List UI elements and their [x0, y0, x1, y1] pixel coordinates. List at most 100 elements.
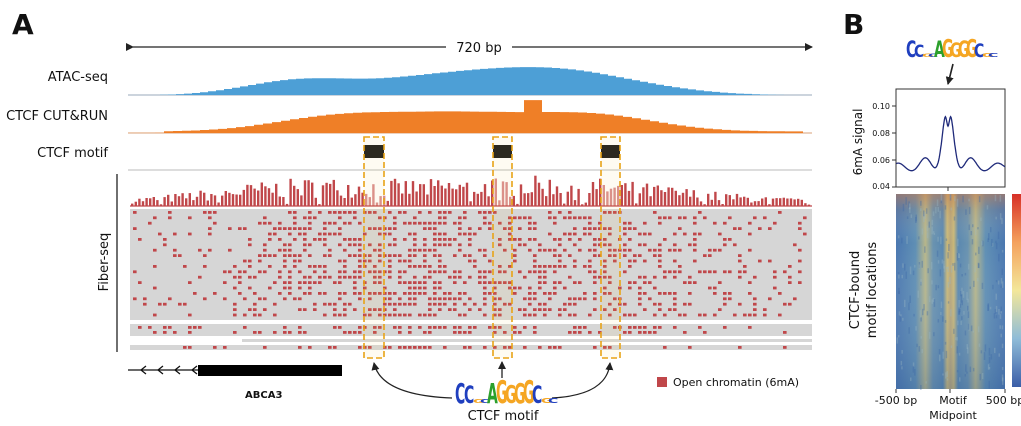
- heatmap-noise: [944, 205, 947, 210]
- fiber-6ma-mark: [568, 216, 572, 220]
- fiber-6ma-mark: [553, 346, 557, 349]
- fiber-6ma-mark: [573, 259, 577, 263]
- fiber-6ma-mark: [463, 281, 467, 284]
- fiber-6ma-mark: [333, 211, 337, 214]
- fiber-6ma-mark: [773, 286, 777, 290]
- heatmap-x-mid2: Midpoint: [929, 409, 977, 422]
- heatmap-noise: [949, 276, 951, 284]
- fiber-6ma-mark: [223, 270, 227, 274]
- fiber-hist-bar: [437, 180, 440, 206]
- fiber-6ma-mark: [213, 211, 217, 214]
- heatmap-noise: [1001, 218, 1003, 225]
- fiber-6ma-mark: [583, 292, 587, 295]
- fiber-6ma-mark: [523, 313, 527, 317]
- fiber-6ma-mark: [678, 265, 682, 268]
- fiber-6ma-mark: [428, 308, 432, 311]
- heatmap-noise: [1000, 306, 1002, 312]
- fiber-6ma-mark: [283, 286, 287, 290]
- fiber-6ma-mark: [478, 248, 482, 252]
- fiber-read-block: [242, 339, 812, 342]
- fiber-6ma-mark: [528, 286, 532, 290]
- heatmap-noise: [939, 269, 942, 277]
- fiber-6ma-mark: [418, 281, 422, 284]
- fiber-6ma-mark: [628, 331, 632, 334]
- fiber-6ma-mark: [413, 286, 417, 290]
- span-label-bg: [446, 38, 512, 56]
- fiber-6ma-mark: [408, 248, 412, 252]
- fiber-6ma-mark: [788, 275, 792, 279]
- fiber-6ma-mark: [263, 243, 267, 247]
- fiber-hist-bar: [458, 184, 461, 206]
- fiber-6ma-mark: [343, 238, 347, 241]
- fiber-hist-bar: [696, 197, 699, 206]
- heatmap-noise: [1001, 325, 1004, 330]
- fiber-6ma-mark: [593, 254, 597, 257]
- fiber-6ma-mark: [783, 270, 787, 274]
- fiber-6ma-mark: [358, 248, 362, 252]
- fiber-6ma-mark: [643, 275, 647, 279]
- fiber-6ma-mark: [563, 248, 567, 252]
- heatmap-noise: [967, 263, 970, 270]
- fiber-6ma-mark: [598, 331, 602, 334]
- fiber-6ma-mark: [438, 232, 442, 236]
- fiber-6ma-mark: [588, 221, 592, 225]
- fiber-6ma-mark: [283, 326, 287, 329]
- heatmap-noise: [939, 210, 941, 219]
- heatmap-noise: [994, 347, 996, 354]
- y-tick-label-006: 0.06: [872, 156, 890, 165]
- fiber-6ma-mark: [243, 259, 247, 263]
- fiber-hist-bar: [512, 195, 515, 206]
- fiber-6ma-mark: [568, 211, 572, 214]
- fiber-6ma-mark: [303, 243, 307, 247]
- fiber-6ma-mark: [693, 221, 697, 225]
- fiber-6ma-mark: [783, 346, 787, 349]
- fiber-6ma-mark: [373, 275, 377, 279]
- fiber-6ma-mark: [353, 211, 357, 214]
- heatmap-noise: [961, 316, 963, 320]
- signal-plot: 0.10 0.08 0.06 0.04 6mA signal: [851, 88, 1006, 191]
- fiber-6ma-mark: [188, 281, 192, 284]
- fiber-6ma-mark: [698, 232, 702, 236]
- fiber-6ma-mark: [523, 326, 527, 329]
- fiber-6ma-mark: [593, 297, 597, 301]
- fiber-6ma-mark: [493, 211, 497, 214]
- heatmap-noise: [961, 300, 963, 306]
- fiber-6ma-mark: [568, 275, 572, 279]
- fiber-6ma-mark: [453, 326, 457, 329]
- logo-letter: G: [541, 397, 552, 405]
- fiber-6ma-mark: [453, 221, 457, 225]
- fiber-6ma-mark: [783, 302, 787, 306]
- fiber-6ma-mark: [273, 302, 277, 306]
- heatmap-noise: [994, 194, 997, 202]
- fiber-6ma-mark: [653, 275, 657, 279]
- fiber-6ma-mark: [308, 227, 312, 230]
- heatmap-noise: [931, 280, 933, 285]
- heatmap-noise: [956, 370, 959, 373]
- fiber-6ma-mark: [518, 308, 522, 311]
- fiber-6ma-mark: [388, 254, 392, 257]
- fiber-6ma-mark: [588, 270, 592, 274]
- fiber-6ma-mark: [403, 270, 407, 274]
- fiber-6ma-mark: [498, 281, 502, 284]
- fiber-hist-bar: [750, 202, 753, 206]
- fiber-6ma-mark: [728, 238, 732, 241]
- fiber-6ma-mark: [363, 259, 367, 263]
- fiber-6ma-mark: [553, 286, 557, 290]
- fiber-6ma-mark: [423, 227, 427, 230]
- fiber-6ma-mark: [663, 216, 667, 220]
- fiber-6ma-mark: [608, 232, 612, 236]
- fiber-6ma-mark: [723, 302, 727, 306]
- fiber-hist-bar: [134, 201, 137, 206]
- fiber-6ma-mark: [548, 248, 552, 252]
- heatmap-noise: [902, 317, 904, 321]
- fiber-6ma-mark: [343, 248, 347, 252]
- heatmap-noise: [897, 272, 900, 275]
- fiber-6ma-mark: [133, 297, 137, 301]
- fiber-6ma-mark: [683, 281, 687, 284]
- fiber-6ma-mark: [543, 302, 547, 306]
- fiber-6ma-mark: [513, 331, 517, 334]
- fiber-6ma-mark: [533, 297, 537, 301]
- fiber-6ma-mark: [568, 232, 572, 236]
- heatmap-noise: [923, 214, 925, 223]
- fiber-6ma-mark: [393, 238, 397, 241]
